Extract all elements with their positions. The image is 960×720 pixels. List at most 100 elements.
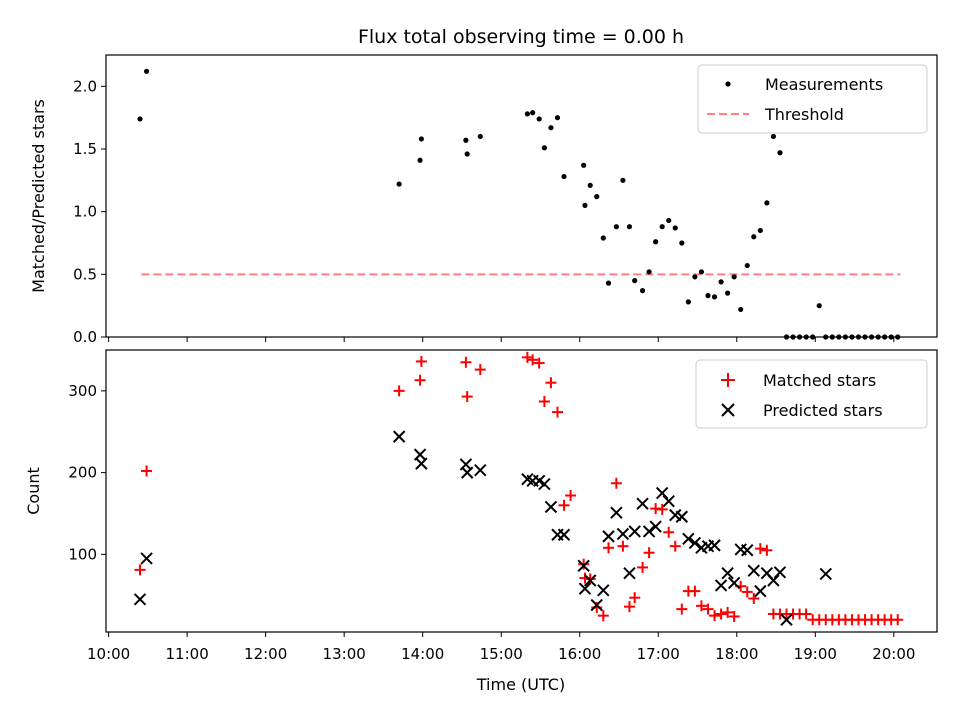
bottom-y-axis: 100 200 300 — [68, 382, 106, 563]
predicted-star-point — [474, 463, 487, 477]
measurement-point — [587, 182, 593, 188]
matched-star-point — [892, 614, 904, 626]
predicted-star-point — [133, 593, 147, 606]
matched-star-point — [741, 586, 753, 598]
top-legend: Measurements Threshold — [697, 64, 928, 134]
predicted-star-point — [460, 466, 474, 479]
x-axis-label: Time (UTC) — [476, 675, 565, 694]
x-tick-label: 12:00 — [244, 645, 287, 663]
legend-matched-marker — [721, 373, 735, 387]
matched-star-point — [521, 351, 533, 363]
predicted-star-point — [649, 520, 662, 533]
predicted-star-point — [415, 457, 428, 470]
predicted-star-point — [602, 530, 615, 543]
measurement-point — [600, 235, 606, 241]
legend-threshold-label: Threshold — [764, 105, 844, 124]
predicted-star-point — [708, 539, 721, 552]
x-tick-label: 17:00 — [637, 645, 680, 663]
top-y-axis-label: Matched/Predicted stars — [29, 99, 48, 293]
predicted-star-point — [538, 477, 551, 491]
bottom-plot-area — [133, 351, 904, 626]
predicted-star-point — [392, 430, 406, 443]
bottom-legend: Matched stars Predicted stars — [695, 359, 928, 429]
matched-star-point — [722, 606, 734, 618]
measurement-point — [417, 157, 423, 163]
predicted-star-point — [628, 525, 641, 538]
measurement-point — [718, 279, 724, 285]
measurement-point — [777, 150, 783, 156]
measurement-point — [594, 194, 600, 200]
measurement-point — [646, 269, 652, 275]
matched-star-point — [754, 543, 766, 555]
legend-measurements-marker — [725, 81, 731, 87]
x-tick-label: 16:00 — [558, 645, 601, 663]
matched-star-point — [460, 356, 472, 368]
matched-star-point — [748, 592, 760, 604]
predicted-star-point — [544, 500, 558, 514]
measurement-point — [705, 293, 711, 299]
measurement-point — [672, 225, 678, 231]
measurement-point — [620, 177, 626, 183]
predicted-star-point — [662, 495, 675, 508]
measurement-point — [464, 151, 470, 157]
x-tick-label: 20:00 — [872, 645, 915, 663]
chart-title: Flux total observing time = 0.00 h — [358, 26, 684, 48]
matched-star-point — [545, 377, 557, 389]
matched-star-point — [415, 355, 427, 367]
top-y-tick-label: 0.0 — [73, 328, 97, 346]
matched-star-point — [663, 526, 675, 538]
matched-star-point — [676, 603, 688, 615]
predicted-star-point — [675, 510, 689, 523]
matched-star-point — [597, 610, 609, 622]
matched-star-point — [584, 573, 596, 585]
matched-star-point — [761, 544, 773, 556]
predicted-star-point — [655, 486, 669, 500]
predicted-star-point — [140, 552, 153, 565]
x-tick-label: 18:00 — [715, 645, 758, 663]
measurement-point — [137, 116, 143, 122]
top-plot-area — [137, 68, 901, 340]
matched-star-point — [461, 391, 473, 403]
measurement-point — [581, 162, 587, 168]
measurement-point — [685, 299, 691, 305]
measurement-point — [639, 288, 646, 294]
measurement-point — [757, 227, 763, 234]
predicted-star-point — [557, 528, 571, 541]
matched-star-point — [623, 601, 635, 613]
x-tick-label: 14:00 — [401, 645, 444, 663]
matched-star-point — [728, 610, 740, 622]
x-tick-label: 15:00 — [480, 645, 523, 663]
measurement-point — [666, 217, 672, 224]
top-y-tick-label: 2.0 — [73, 77, 97, 95]
predicted-star-point — [773, 566, 787, 579]
predicted-star-point — [642, 525, 656, 538]
matched-star-point — [578, 558, 590, 570]
predicted-star-point — [767, 574, 780, 587]
predicted-star-point — [714, 579, 728, 592]
top-legend-box — [697, 64, 928, 134]
matched-star-point — [141, 465, 153, 477]
matched-star-point — [637, 561, 649, 573]
matched-star-point — [393, 385, 405, 397]
predicted-star-point — [616, 527, 630, 541]
matched-star-point — [414, 374, 426, 386]
top-panel: 0.00.51.01.52.0 Matched/Predicted stars … — [29, 54, 938, 346]
measurement-point — [692, 274, 698, 280]
matched-star-point — [551, 406, 563, 418]
legend-matched-label: Matched stars — [763, 371, 876, 390]
top-x-tick-marks — [108, 337, 895, 342]
measurement-point — [632, 278, 638, 284]
matched-star-point — [629, 592, 641, 604]
matched-star-point — [538, 395, 550, 407]
measurement-point — [725, 290, 731, 296]
predicted-star-point — [583, 574, 597, 587]
measurement-point — [698, 269, 705, 275]
matched-star-point — [669, 540, 681, 552]
bottom-y-tick-label: 200 — [68, 464, 97, 482]
measurement-point — [764, 200, 770, 206]
x-tick-label: 13:00 — [323, 645, 366, 663]
measurement-point — [605, 280, 612, 286]
bottom-y-tick-label: 100 — [68, 545, 97, 563]
measurement-point — [751, 234, 757, 240]
